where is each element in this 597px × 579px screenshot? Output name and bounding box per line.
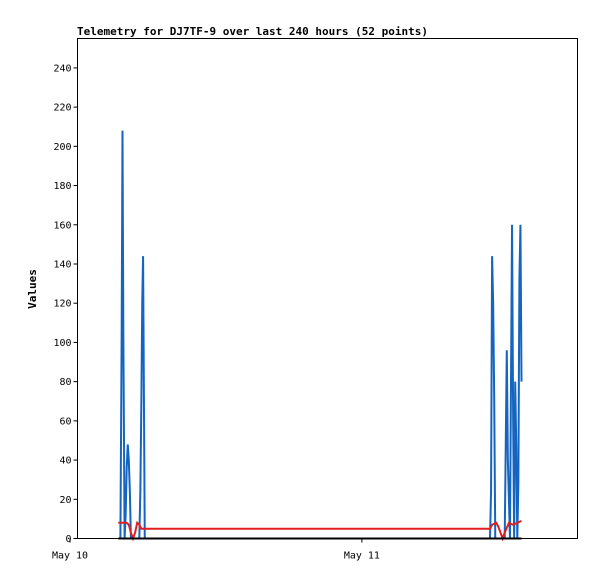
series-line-1 (119, 130, 523, 540)
y-axis-label: Values (26, 269, 39, 309)
y-tick-label: 0 (65, 534, 71, 545)
y-tick-label: 40 (59, 456, 71, 467)
y-tick-label: 180 (53, 181, 71, 192)
y-tick-label: 160 (53, 220, 71, 231)
y-tick-label: 120 (53, 299, 71, 310)
plot-area (77, 38, 578, 539)
y-tick-label: 80 (59, 377, 71, 388)
y-tick-label: 100 (53, 338, 71, 349)
x-tick-label: May 10 (52, 551, 88, 562)
y-tick-label: 20 (59, 495, 71, 506)
y-axis: 0 20 40 60 80 100 120 140 160 180 200 220 240 (53, 63, 78, 545)
x-axis: May 10 May 11 (52, 538, 380, 562)
y-tick-label: 140 (53, 259, 71, 270)
x-tick-label: May 11 (344, 551, 380, 562)
y-tick-label: 240 (53, 63, 71, 74)
series-line-2 (118, 519, 522, 542)
series-layer (118, 130, 523, 542)
y-tick-label: 60 (59, 416, 71, 427)
y-tick-label: 200 (53, 142, 71, 153)
y-tick-label: 220 (53, 103, 71, 114)
chart-title: Telemetry for DJ7TF-9 over last 240 hour… (77, 25, 428, 38)
